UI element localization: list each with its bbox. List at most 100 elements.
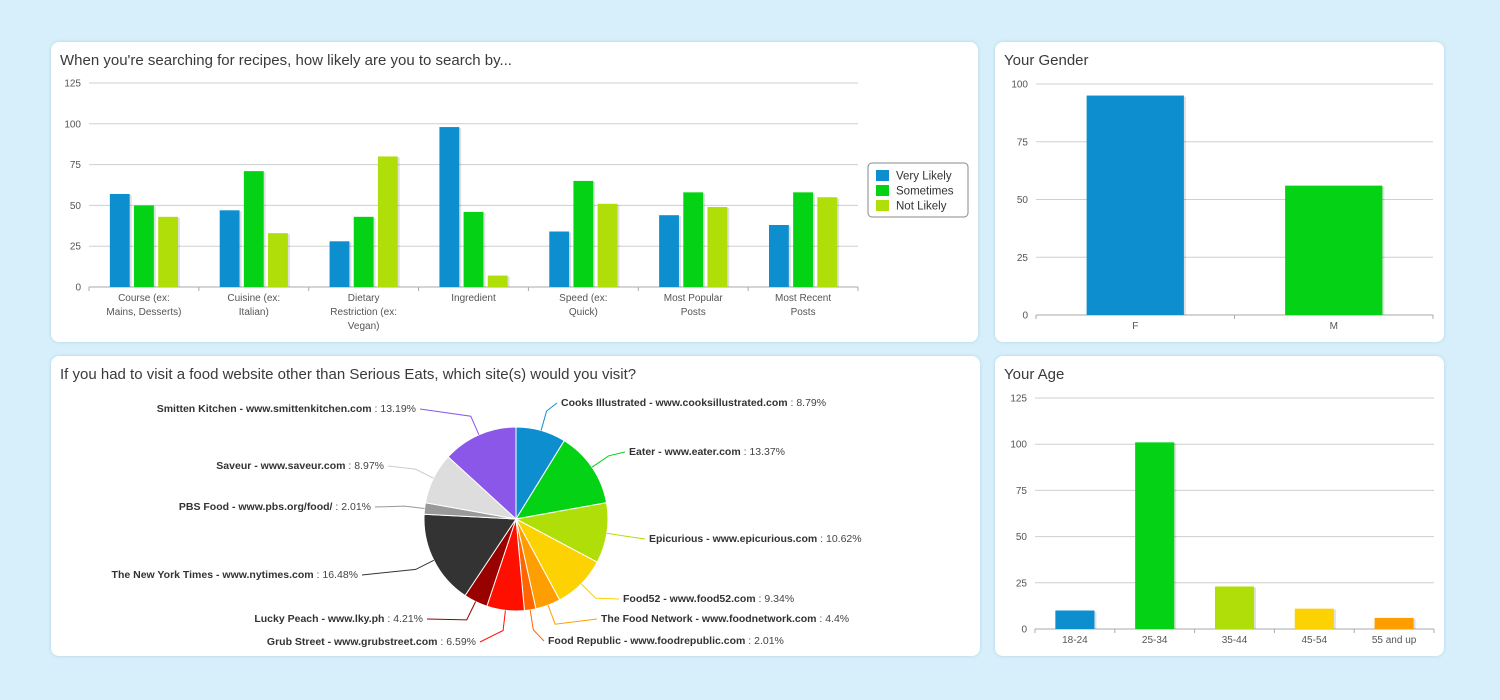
bar — [219, 210, 240, 287]
search-method-chart-title: When you're searching for recipes, how l… — [60, 52, 512, 69]
y-tick-label: 75 — [70, 160, 82, 171]
bar — [1055, 610, 1095, 629]
legend-box — [867, 162, 969, 218]
pie-slice-label: Epicurious - www.epicurious.com : 10.62% — [649, 533, 862, 545]
x-tick-label: Restriction (ex: — [330, 307, 397, 318]
bar — [353, 216, 374, 287]
age-bar-chart: 0 25 50 75 100 125 18-24 25-34 35-44 45-54 55 and … — [1010, 394, 1435, 646]
pie-slice-label: Cooks Illustrated - www.cooksillustrated… — [561, 397, 826, 409]
y-tick-label: 50 — [70, 201, 82, 212]
pie-slice-label: The New York Times - www.nytimes.com : 1… — [112, 569, 358, 581]
bar — [573, 180, 594, 287]
y-tick-label: 75 — [1017, 137, 1029, 148]
pie-slice-label: Saveur - www.saveur.com : 8.97% — [216, 460, 384, 472]
bar — [109, 193, 130, 287]
x-tick-label: Dietary — [348, 293, 380, 304]
y-tick-label: 25 — [70, 242, 82, 253]
pie-slice-label: Smitten Kitchen - www.smittenkitchen.com… — [157, 403, 416, 415]
age-chart-panel: Your Age 0 25 50 75 100 125 18-24 25-34 35-44 45-… — [995, 356, 1444, 656]
pie-leader-line — [361, 559, 435, 576]
x-tick-label: F — [1132, 321, 1138, 332]
pie-leader-line — [419, 408, 480, 435]
bar — [1294, 608, 1334, 629]
legend-label: Very Likely — [896, 171, 952, 183]
y-tick-label: 25 — [1016, 578, 1028, 589]
y-tick-label: 0 — [1021, 625, 1027, 636]
pie-leader-line — [387, 465, 434, 479]
bar — [268, 233, 288, 287]
bar — [659, 215, 679, 287]
y-tick-label: 100 — [64, 119, 81, 130]
x-tick-label: Posts — [681, 307, 706, 318]
bar — [1086, 95, 1184, 315]
pie-slice-label: Food52 - www.food52.com : 9.34% — [623, 593, 794, 605]
y-tick-label: 125 — [64, 79, 81, 90]
pie-slice — [447, 426, 517, 521]
y-tick-label: 125 — [1010, 394, 1027, 405]
bar — [243, 171, 264, 287]
x-tick-label: 55 and up — [1372, 635, 1417, 646]
bar — [549, 231, 570, 287]
bar — [1285, 185, 1383, 315]
x-tick-label: Course (ex: — [118, 293, 170, 304]
legend-swatch — [876, 185, 889, 196]
pie-slice-label: Grub Street - www.grubstreet.com : 6.59% — [267, 636, 476, 648]
pie-slice-label: Lucky Peach - www.lky.ph : 4.21% — [254, 613, 423, 625]
pie-leader-line — [591, 451, 626, 468]
pie-leader-line — [547, 605, 598, 625]
x-tick-label: M — [1330, 321, 1338, 332]
y-tick-label: 25 — [1017, 253, 1029, 264]
y-tick-label: 75 — [1016, 486, 1028, 497]
search-method-bar-chart: 0 25 50 75 100 125 Course (ex: Mains, Desserts)… — [64, 79, 969, 332]
legend-swatch — [876, 170, 889, 181]
bar — [439, 127, 460, 288]
gender-bar-chart: 0 25 50 75 100 F M — [1011, 80, 1434, 332]
pie-slice-label: Eater - www.eater.com : 13.37% — [629, 446, 785, 458]
bar — [768, 224, 789, 287]
pie-leader-line — [580, 583, 620, 600]
bar — [1214, 586, 1255, 629]
food-sites-chart-title: If you had to visit a food website other… — [60, 366, 637, 383]
x-tick-label: Most Popular — [664, 293, 724, 304]
gender-chart-title: Your Gender — [1004, 52, 1089, 69]
age-chart-title: Your Age — [1004, 366, 1065, 383]
x-tick-label: Speed (ex: — [559, 293, 607, 304]
pie-slice-label: PBS Food - www.pbs.org/food/ : 2.01% — [179, 501, 371, 513]
y-tick-label: 0 — [75, 283, 81, 294]
pie-leader-line — [529, 609, 545, 642]
bar — [683, 192, 704, 287]
legend-swatch — [876, 200, 889, 211]
x-tick-label: 45-54 — [1302, 635, 1328, 646]
search-method-chart-panel: When you're searching for recipes, how l… — [51, 42, 978, 342]
x-tick-label: Italian) — [239, 307, 269, 318]
y-tick-label: 100 — [1010, 440, 1027, 451]
bar — [817, 197, 838, 287]
pie-leader-line — [540, 402, 558, 431]
legend-label: Sometimes — [896, 186, 954, 198]
bar — [707, 207, 728, 287]
pie-slice — [423, 513, 517, 597]
pie-leader-line — [374, 505, 425, 509]
x-tick-label: Cuisine (ex: — [227, 293, 280, 304]
x-tick-label: Quick) — [569, 307, 598, 318]
bar — [158, 216, 179, 287]
bar — [1135, 442, 1175, 629]
food-sites-chart-panel: If you had to visit a food website other… — [51, 356, 980, 656]
gender-chart-panel: Your Gender 0 25 50 75 100 F M — [995, 42, 1444, 342]
bar — [134, 205, 154, 287]
food-sites-pie-chart: Cooks Illustrated - www.cooksillustrated… — [112, 397, 862, 648]
pie-leader-line — [606, 532, 646, 540]
x-tick-label: 35-44 — [1222, 635, 1248, 646]
y-tick-label: 100 — [1011, 80, 1028, 91]
x-tick-label: Mains, Desserts) — [106, 307, 181, 318]
x-tick-label: Vegan) — [348, 321, 380, 332]
x-tick-label: 18-24 — [1062, 635, 1088, 646]
y-tick-label: 0 — [1022, 311, 1028, 322]
legend-label: Not Likely — [896, 201, 947, 213]
bar — [1374, 617, 1414, 629]
pie-slice-label: Food Republic - www.foodrepublic.com : 2… — [548, 635, 784, 647]
bar — [793, 192, 813, 287]
bar — [377, 156, 398, 287]
y-tick-label: 50 — [1016, 532, 1028, 543]
pie-slice-label: The Food Network - www.foodnetwork.com :… — [601, 613, 849, 625]
